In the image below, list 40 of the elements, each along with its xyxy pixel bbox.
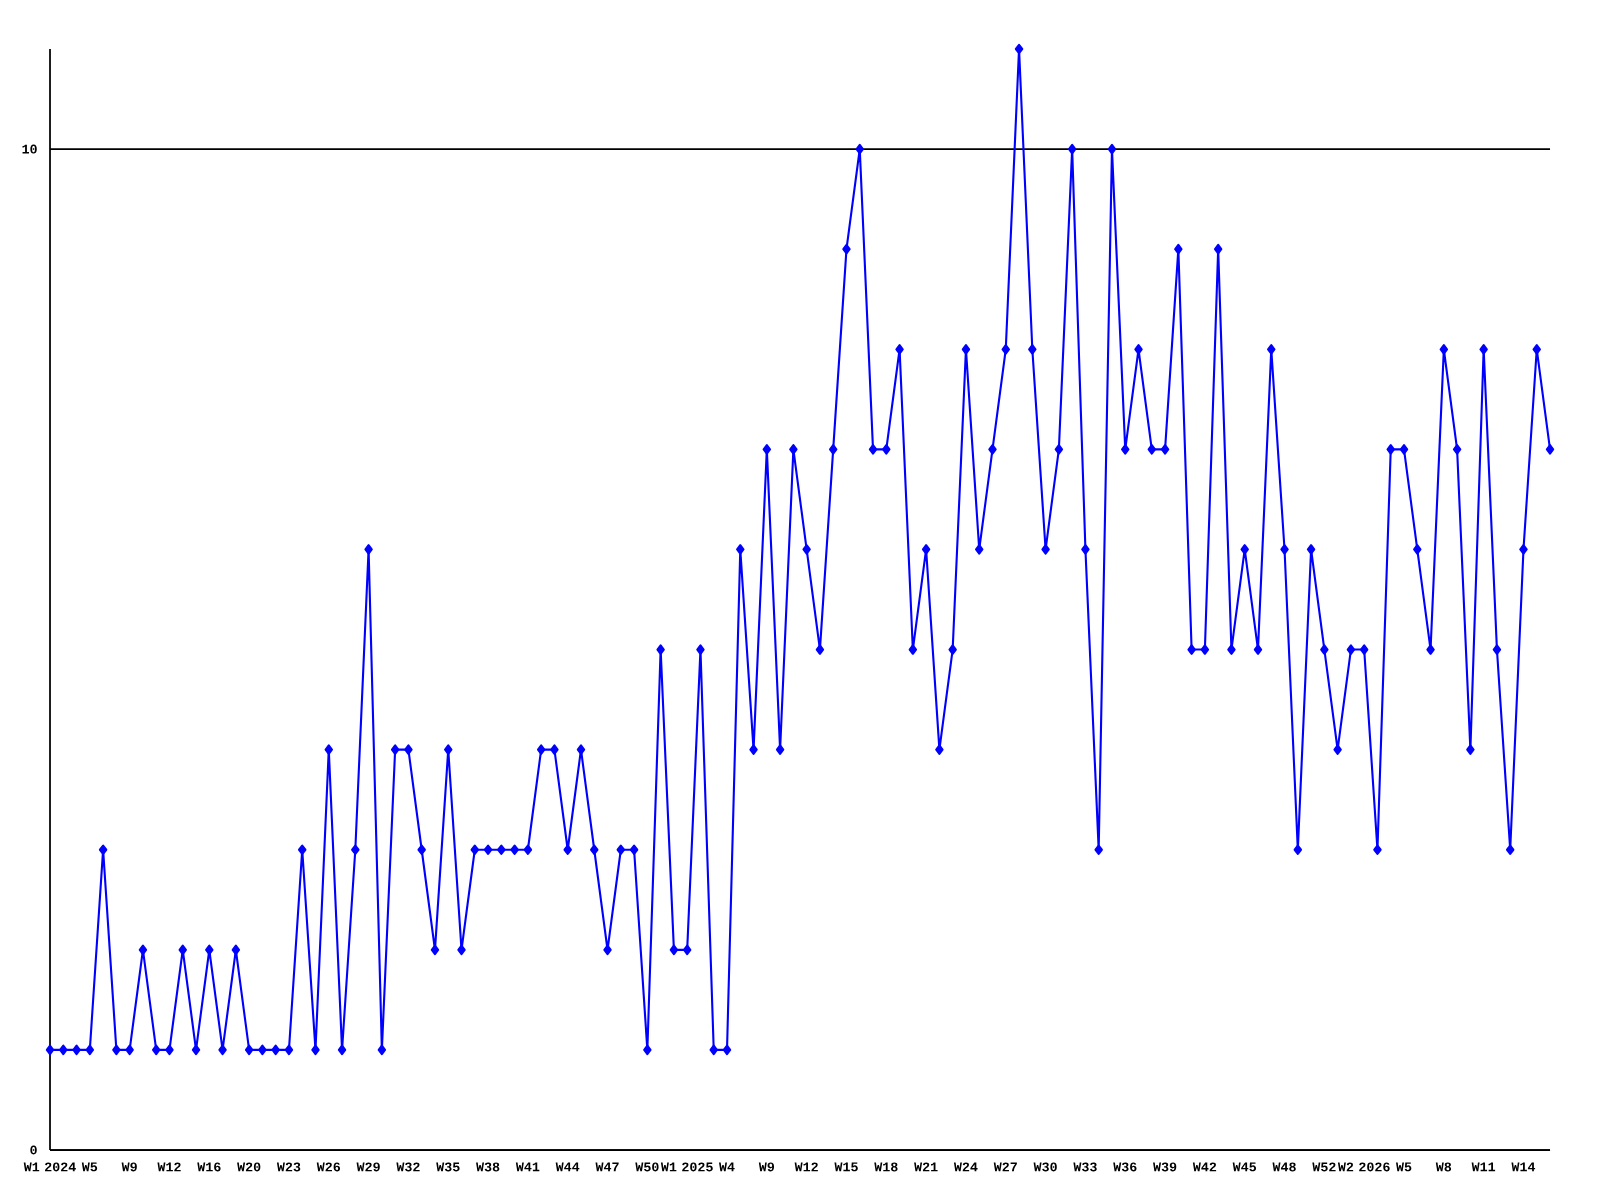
x-tick-label: W11 <box>1471 1162 1496 1172</box>
x-tick-label: W29 <box>356 1162 380 1172</box>
x-tick-label: W1 2024 <box>23 1162 76 1172</box>
x-tick-label: W9 <box>758 1162 775 1172</box>
x-tick-label: W18 <box>874 1162 898 1172</box>
x-tick-label: W26 <box>316 1162 341 1172</box>
x-tick-label: W12 <box>157 1162 181 1172</box>
x-tick-label: W27 <box>993 1162 1017 1172</box>
x-tick-label: W41 <box>515 1162 540 1172</box>
x-tick-label: W4 <box>718 1162 735 1172</box>
y-tick-label: 10 <box>22 144 37 154</box>
x-tick-label: W14 <box>1511 1162 1536 1172</box>
x-tick-label: W30 <box>1033 1162 1057 1172</box>
x-tick-label: W15 <box>834 1162 858 1172</box>
x-tick-label: W2 2026 <box>1337 1162 1390 1172</box>
x-tick-label: W5 <box>81 1162 98 1172</box>
x-tick-label: W12 <box>794 1162 818 1172</box>
x-tick-label: W21 <box>914 1162 938 1172</box>
x-tick-label: W1 2025 <box>660 1162 713 1172</box>
x-tick-label: W8 <box>1435 1162 1452 1172</box>
x-tick-label: W50 <box>635 1162 659 1172</box>
x-tick-label: W23 <box>276 1162 301 1172</box>
x-tick-label: W39 <box>1153 1162 1177 1172</box>
x-tick-label: W32 <box>396 1162 420 1172</box>
x-tick-label: W44 <box>555 1162 580 1172</box>
x-tick-label: W42 <box>1192 1162 1217 1172</box>
x-tick-label: W36 <box>1113 1162 1137 1172</box>
y-tick-label: 0 <box>30 1145 37 1155</box>
x-tick-label: W45 <box>1232 1162 1257 1172</box>
x-tick-label: W48 <box>1272 1162 1296 1172</box>
x-tick-label: W33 <box>1073 1162 1097 1172</box>
x-tick-label: W35 <box>436 1162 460 1172</box>
x-tick-label: W38 <box>476 1162 500 1172</box>
x-tick-label: W16 <box>197 1162 221 1172</box>
x-tick-label: W47 <box>595 1162 619 1172</box>
x-tick-label: W24 <box>953 1162 978 1172</box>
x-tick-label: W9 <box>121 1162 137 1172</box>
x-tick-label: W5 <box>1395 1162 1412 1172</box>
x-tick-label: W52 <box>1312 1162 1336 1172</box>
x-tick-label: W20 <box>237 1162 261 1172</box>
